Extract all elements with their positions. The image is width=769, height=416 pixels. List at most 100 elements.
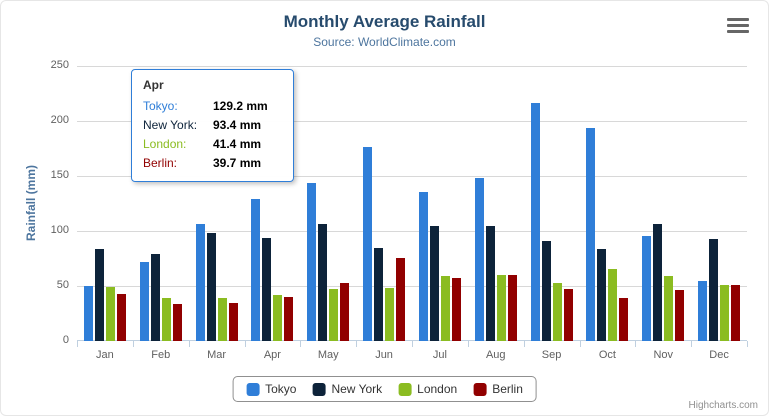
tooltip-rows: Tokyo: 129.2 mm New York: 93.4 mm London: 41.… bbox=[143, 97, 282, 173]
bar-london-oct[interactable] bbox=[608, 269, 618, 341]
legend-item-tokyo[interactable]: Tokyo bbox=[246, 382, 296, 396]
bar-london-mar[interactable] bbox=[217, 297, 227, 341]
bar-london-aug[interactable] bbox=[496, 275, 506, 341]
x-axis-tick-label: Jul bbox=[432, 349, 447, 361]
bar-tokyo-nov[interactable] bbox=[642, 235, 652, 341]
legend-swatch bbox=[473, 382, 487, 396]
bar-tokyo-oct[interactable] bbox=[586, 127, 596, 341]
y-axis-tick-label: 50 bbox=[56, 279, 69, 291]
bar-new-york-jun[interactable] bbox=[374, 248, 384, 341]
x-axis-tick-label: Dec bbox=[709, 349, 729, 361]
bar-tokyo-may[interactable] bbox=[307, 182, 317, 341]
bar-berlin-apr[interactable] bbox=[284, 297, 294, 341]
gridline bbox=[77, 286, 747, 287]
bar-london-jul[interactable] bbox=[440, 276, 450, 341]
bar-new-york-may[interactable] bbox=[318, 224, 328, 341]
x-axis-tick-label: Feb bbox=[151, 349, 171, 361]
bar-london-jun[interactable] bbox=[385, 287, 395, 341]
y-axis-tick-label: 0 bbox=[62, 334, 69, 346]
bar-london-apr[interactable] bbox=[273, 295, 283, 341]
bar-new-york-jan[interactable] bbox=[94, 249, 104, 341]
bar-new-york-aug[interactable] bbox=[485, 226, 495, 341]
bar-tokyo-aug[interactable] bbox=[474, 177, 484, 341]
tooltip-row: Berlin: 39.7 mm bbox=[143, 154, 282, 173]
x-axis-line bbox=[77, 340, 747, 341]
bar-berlin-feb[interactable] bbox=[172, 304, 182, 341]
tooltip-row: London: 41.4 mm bbox=[143, 135, 282, 154]
bar-berlin-jan[interactable] bbox=[116, 294, 126, 341]
bar-new-york-nov[interactable] bbox=[653, 223, 663, 341]
legend-item-london[interactable]: London bbox=[398, 382, 457, 396]
bar-london-nov[interactable] bbox=[664, 275, 674, 341]
hamburger-menu-icon[interactable] bbox=[727, 18, 749, 33]
gridline bbox=[77, 231, 747, 232]
bar-berlin-jun[interactable] bbox=[396, 257, 406, 341]
bar-new-york-sep[interactable] bbox=[541, 240, 551, 341]
bar-tokyo-jul[interactable] bbox=[418, 191, 428, 341]
chart-title: Monthly Average Rainfall bbox=[283, 12, 486, 31]
bar-london-dec[interactable] bbox=[720, 284, 730, 341]
x-axis-tick bbox=[356, 341, 358, 347]
tooltip: Apr Tokyo: 129.2 mm New York: 93.4 mm London… bbox=[131, 69, 294, 182]
tooltip-series-label: Tokyo: bbox=[143, 99, 178, 113]
x-axis-tick bbox=[747, 341, 748, 347]
bar-berlin-sep[interactable] bbox=[563, 288, 573, 341]
x-axis-tick-label: Apr bbox=[263, 349, 281, 361]
bar-london-may[interactable] bbox=[329, 289, 339, 341]
x-axis-tick bbox=[691, 341, 693, 347]
tooltip-series-value: 41.4 mm bbox=[213, 137, 262, 151]
bar-new-york-feb[interactable] bbox=[150, 254, 160, 341]
tooltip-row: New York: 93.4 mm bbox=[143, 116, 282, 135]
bar-london-feb[interactable] bbox=[161, 298, 171, 341]
y-axis-tick-label: 100 bbox=[50, 224, 69, 236]
bar-tokyo-apr[interactable] bbox=[251, 198, 261, 341]
gridline bbox=[77, 176, 747, 177]
bar-berlin-mar[interactable] bbox=[228, 303, 238, 341]
bar-tokyo-sep[interactable] bbox=[530, 102, 540, 341]
bar-tokyo-dec[interactable] bbox=[698, 281, 708, 341]
chart-subtitle: Source: WorldClimate.com bbox=[313, 35, 456, 49]
bar-new-york-mar[interactable] bbox=[206, 232, 216, 341]
x-axis-tick bbox=[188, 341, 190, 347]
x-axis-tick bbox=[635, 341, 637, 347]
tooltip-series-value: 39.7 mm bbox=[213, 156, 262, 170]
credits-link[interactable]: Highcharts.com bbox=[688, 400, 758, 411]
y-axis-tick-label: 150 bbox=[50, 169, 69, 181]
x-axis-tick-label: Jan bbox=[96, 349, 114, 361]
bar-tokyo-jun[interactable] bbox=[363, 147, 373, 341]
x-axis-tick bbox=[523, 341, 525, 347]
bar-tokyo-feb[interactable] bbox=[139, 262, 149, 341]
bar-berlin-dec[interactable] bbox=[731, 284, 741, 341]
x-axis-tick bbox=[244, 341, 246, 347]
x-axis-tick bbox=[467, 341, 469, 347]
legend-item-new-york[interactable]: New York bbox=[312, 382, 382, 396]
legend-swatch bbox=[312, 382, 326, 396]
bar-berlin-jul[interactable] bbox=[451, 277, 461, 341]
bar-tokyo-mar[interactable] bbox=[195, 223, 205, 341]
legend-label: Berlin bbox=[492, 382, 523, 396]
x-axis-tick-label: Nov bbox=[653, 349, 674, 361]
bar-new-york-jul[interactable] bbox=[429, 225, 439, 341]
bar-tokyo-jan[interactable] bbox=[83, 286, 93, 341]
tooltip-series-label: London: bbox=[143, 137, 187, 151]
legend-label: London bbox=[417, 382, 458, 396]
x-axis-tick-label: May bbox=[317, 349, 339, 361]
legend-swatch bbox=[398, 382, 412, 396]
bar-berlin-aug[interactable] bbox=[507, 274, 517, 341]
tooltip-series-value: 93.4 mm bbox=[213, 118, 262, 132]
bar-london-sep[interactable] bbox=[552, 283, 562, 341]
x-axis-tick-label: Oct bbox=[598, 349, 616, 361]
bar-new-york-dec[interactable] bbox=[709, 239, 719, 341]
bar-berlin-oct[interactable] bbox=[619, 298, 629, 341]
x-axis-tick bbox=[132, 341, 134, 347]
bar-berlin-nov[interactable] bbox=[675, 289, 685, 341]
bar-new-york-oct[interactable] bbox=[597, 249, 607, 341]
bar-new-york-apr[interactable] bbox=[262, 238, 272, 341]
tooltip-category: Apr bbox=[143, 78, 164, 92]
bar-berlin-may[interactable] bbox=[340, 283, 350, 341]
legend-swatch bbox=[246, 382, 260, 396]
x-axis-tick bbox=[412, 341, 413, 347]
plot-area: 0 50 100 150 200 250 Jan Feb Mar Apr May Jun Jul Aug S… bbox=[51, 59, 748, 361]
legend-item-berlin[interactable]: Berlin bbox=[473, 382, 523, 396]
bar-london-jan[interactable] bbox=[105, 287, 115, 341]
